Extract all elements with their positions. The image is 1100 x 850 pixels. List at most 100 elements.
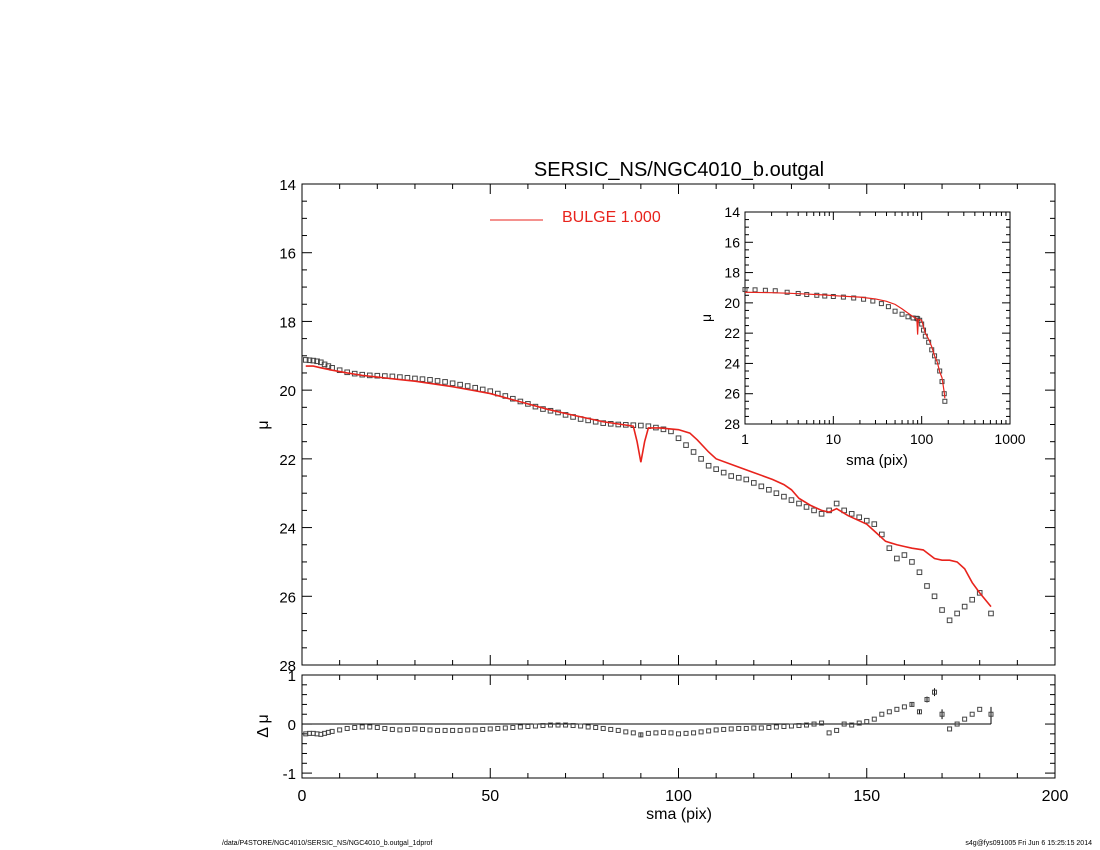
residual-point — [894, 706, 900, 712]
inset-y-tick-label: 24 — [724, 355, 740, 371]
residual-axis-ticks — [301, 674, 1056, 778]
main-data-point — [310, 357, 317, 364]
residual-point — [555, 722, 561, 728]
main-data-point — [901, 552, 908, 558]
main-data-point — [751, 480, 757, 486]
main-y-tick-label: 26 — [279, 589, 296, 606]
main-data-point — [457, 381, 463, 388]
inset-data-point — [784, 289, 790, 295]
residual-y-axis-label: Δ μ — [255, 714, 272, 737]
residual-point — [532, 723, 538, 729]
residual-point — [954, 721, 960, 727]
main-data-point — [871, 521, 878, 527]
inset-model-line — [744, 291, 946, 399]
residual-point — [751, 725, 757, 731]
inset-data-point — [892, 308, 898, 314]
residual-point — [563, 722, 569, 728]
residual-x-tick-label: 100 — [665, 788, 692, 805]
residual-point — [841, 721, 847, 727]
residual-point — [962, 716, 968, 722]
residual-x-tick-label: 0 — [298, 788, 307, 805]
inset-y-tick-labels: 14 16 18 20 22 24 26 28 — [724, 204, 740, 432]
residual-point — [871, 716, 877, 722]
residual-point — [600, 725, 606, 731]
main-model-line-group — [305, 365, 992, 608]
residual-panel: 10-1 0 50 100 150 200 Δ μ sma (pix) — [255, 668, 1068, 823]
residual-point — [939, 711, 945, 717]
residual-point — [547, 722, 553, 728]
main-y-axis-label: μ — [255, 420, 272, 429]
residual-point — [630, 730, 636, 736]
main-y-tick-label: 16 — [279, 246, 296, 263]
residual-point — [623, 729, 629, 735]
main-y-tick-label: 18 — [279, 314, 296, 331]
main-profile-panel: SERSIC_NS/NGC4010_b.outgal 14 16 18 20 22 24 2… — [255, 159, 1056, 675]
main-data-point — [976, 590, 983, 596]
inset-data-point — [851, 295, 857, 301]
residual-point — [412, 726, 418, 732]
main-data-point — [848, 511, 855, 517]
main-data-point — [713, 466, 719, 472]
main-data-point — [705, 462, 712, 469]
main-data-point — [449, 380, 456, 387]
main-data-point — [796, 500, 802, 507]
chart-title: SERSIC_NS/NGC4010_b.outgal — [534, 159, 824, 181]
residual-y-tick-label: 1 — [288, 668, 296, 685]
main-data-point — [946, 617, 953, 624]
inset-x-tick-label: 100 — [910, 431, 934, 447]
main-data-point — [954, 610, 960, 617]
main-data-point — [766, 486, 772, 493]
residual-point — [698, 729, 704, 735]
main-data-point — [886, 545, 893, 551]
main-data-point — [969, 596, 975, 603]
main-data-point — [788, 497, 795, 503]
footer-timestamp: s4g@fys091005 Fri Jun 6 15:25:15 2014 — [965, 840, 1092, 847]
inset-model-line-group — [744, 291, 946, 399]
main-y-tick-labels: 14 16 18 20 22 24 26 28 — [279, 177, 296, 675]
inset-x-tick-labels: 1 10 100 1000 — [741, 431, 1026, 447]
main-data-point — [720, 469, 727, 476]
residual-point — [932, 689, 938, 695]
residual-point — [329, 728, 335, 734]
main-data-point — [924, 583, 930, 589]
inset-data-point — [885, 304, 891, 310]
residual-point — [495, 725, 501, 731]
legend: BULGE 1.000 — [490, 209, 661, 226]
residual-point — [901, 704, 907, 710]
residual-point — [593, 724, 599, 730]
main-y-tick-label: 24 — [279, 521, 296, 538]
footer-file-path: /data/P4STORE/NGC4010/SERSIC_NS/NGC4010_… — [222, 840, 433, 847]
legend-label-bulge: BULGE 1.000 — [562, 209, 661, 226]
residual-point — [367, 724, 373, 730]
residual-point — [849, 722, 855, 728]
main-y-tick-label: 28 — [279, 658, 296, 675]
inset-y-tick-label: 16 — [724, 234, 740, 250]
residual-point — [487, 726, 493, 732]
main-y-tick-label: 22 — [279, 452, 296, 469]
residual-point — [427, 727, 433, 733]
residual-point — [660, 729, 666, 735]
residual-point — [480, 726, 486, 732]
residual-point — [766, 724, 772, 730]
residual-point — [924, 697, 930, 703]
residual-point — [796, 723, 802, 729]
residual-point — [886, 709, 892, 715]
inset-data-point — [840, 294, 846, 300]
residual-point — [502, 725, 508, 731]
inset-log-panel: 14 16 18 20 22 24 26 28 1 10 100 1000 μ sma (pix) — [698, 204, 1026, 469]
residual-y-tick-labels: 1 0 -1 — [283, 668, 296, 783]
residual-point — [570, 723, 576, 729]
main-data-point — [863, 517, 870, 524]
main-data-point — [690, 449, 697, 455]
main-data-point — [302, 357, 309, 363]
residual-point — [389, 726, 395, 732]
residual-point — [743, 725, 749, 731]
inset-plot-frame — [744, 211, 1011, 425]
residual-point — [676, 731, 681, 737]
residual-point — [947, 726, 953, 732]
residual-point — [382, 725, 388, 731]
main-data-point — [743, 476, 750, 483]
residual-point — [864, 719, 870, 725]
residual-point — [578, 723, 584, 729]
